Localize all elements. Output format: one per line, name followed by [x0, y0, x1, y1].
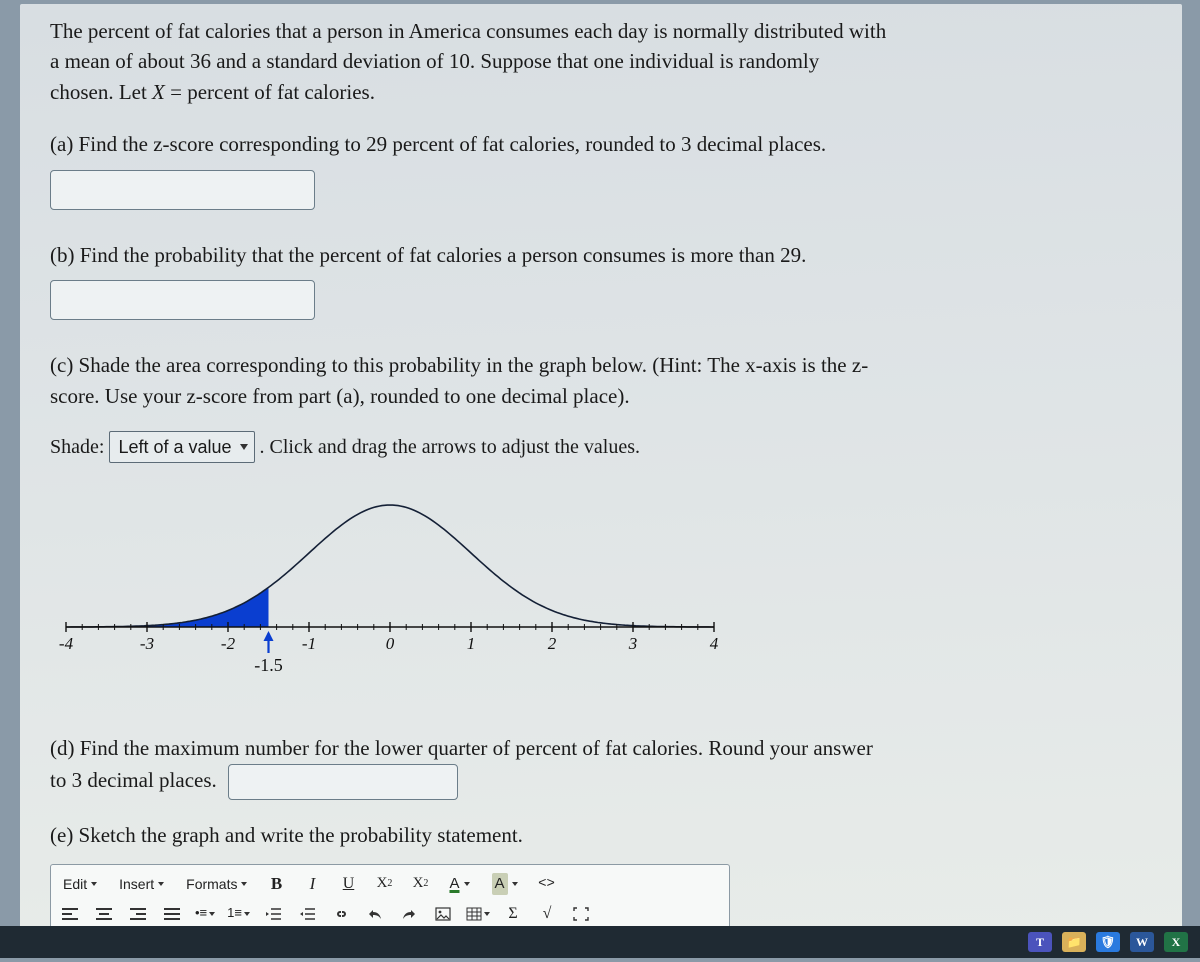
caret-down-icon: [158, 882, 164, 886]
menu-insert[interactable]: Insert: [115, 872, 168, 896]
toolbar-row-2: •≡ 1≡ Σ √: [59, 903, 721, 929]
intro-line1: The percent of fat calories that a perso…: [50, 19, 886, 43]
indent-button[interactable]: [296, 903, 318, 925]
fullscreen-icon: [573, 907, 589, 921]
part-a: (a) Find the z-score corresponding to 29…: [50, 129, 1152, 209]
align-right-button[interactable]: [127, 903, 149, 925]
align-justify-icon: [164, 908, 180, 920]
outdent-button[interactable]: [262, 903, 284, 925]
part-d: (d) Find the maximum number for the lowe…: [50, 733, 1152, 799]
align-justify-button[interactable]: [161, 903, 183, 925]
svg-text:4: 4: [710, 634, 719, 653]
intro-variable-x: X: [152, 80, 165, 104]
svg-text:-4: -4: [59, 634, 74, 653]
intro-line3-suffix: percent of fat calories.: [187, 80, 375, 104]
svg-text:2: 2: [548, 634, 557, 653]
table-icon: [466, 907, 482, 921]
normal-curve-chart[interactable]: -4 -3 -2 -1 0 1 2 3 4 -1.5: [50, 487, 730, 687]
svg-text:-1: -1: [302, 634, 316, 653]
task-security-icon[interactable]: 🛡: [1096, 932, 1120, 952]
intro-line3-prefix: chosen. Let: [50, 80, 152, 104]
svg-text:-3: -3: [140, 634, 154, 653]
windows-taskbar: T 📁 🛡 WX: [0, 926, 1200, 958]
underline-button[interactable]: U: [337, 873, 359, 895]
highlight-color-button[interactable]: A: [488, 871, 522, 897]
svg-text:0: 0: [386, 634, 395, 653]
caret-down-icon: [512, 882, 518, 886]
align-left-icon: [62, 908, 78, 920]
svg-text:1: 1: [467, 634, 476, 653]
part-c-line1: (c) Shade the area corresponding to this…: [50, 353, 868, 377]
shade-selected-value: Left of a value: [118, 437, 231, 457]
svg-text:-1.5: -1.5: [254, 655, 283, 675]
worksheet-page: The percent of fat calories that a perso…: [20, 4, 1182, 948]
shade-hint: . Click and drag the arrows to adjust th…: [260, 436, 640, 458]
problem-intro: The percent of fat calories that a perso…: [50, 16, 1152, 107]
link-button[interactable]: [330, 903, 352, 925]
part-a-input[interactable]: [50, 170, 315, 210]
undo-button[interactable]: [364, 903, 386, 925]
shade-label: Shade:: [50, 436, 104, 458]
image-button[interactable]: [432, 903, 454, 925]
part-e-text: (e) Sketch the graph and write the proba…: [50, 823, 523, 847]
caret-down-icon: [91, 882, 97, 886]
redo-icon: [401, 907, 417, 921]
menu-edit[interactable]: Edit: [59, 872, 101, 896]
caret-down-icon: [464, 882, 470, 886]
caret-down-icon: [244, 912, 250, 916]
redo-button[interactable]: [398, 903, 420, 925]
part-d-input[interactable]: [228, 764, 458, 800]
bullet-list-button[interactable]: •≡: [195, 904, 215, 923]
caret-down-icon: [209, 912, 215, 916]
part-b-input[interactable]: [50, 280, 315, 320]
code-button[interactable]: <>: [536, 873, 558, 895]
svg-text:3: 3: [628, 634, 638, 653]
indent-icon: [299, 907, 315, 921]
superscript-button[interactable]: X2: [409, 873, 431, 895]
align-center-button[interactable]: [93, 903, 115, 925]
part-c: (c) Shade the area corresponding to this…: [50, 350, 1152, 411]
task-excel-icon[interactable]: X: [1164, 932, 1188, 952]
italic-button[interactable]: I: [301, 873, 323, 895]
text-color-button[interactable]: A: [445, 871, 473, 897]
subscript-button[interactable]: X2: [373, 873, 395, 895]
part-c-line2: score. Use your z-score from part (a), r…: [50, 384, 630, 408]
toolbar-row-1: Edit Insert Formats B I U X2 X2 A A <>: [59, 871, 721, 897]
part-d-line1: (d) Find the maximum number for the lowe…: [50, 736, 873, 760]
align-left-button[interactable]: [59, 903, 81, 925]
undo-icon: [367, 907, 383, 921]
math-sqrt-button[interactable]: √: [536, 903, 558, 925]
bold-button[interactable]: B: [265, 873, 287, 895]
caret-down-icon: [241, 882, 247, 886]
align-right-icon: [130, 908, 146, 920]
svg-text:-2: -2: [221, 634, 236, 653]
align-center-icon: [96, 908, 112, 920]
intro-eq: =: [165, 80, 187, 104]
task-word-icon[interactable]: W: [1130, 932, 1154, 952]
part-a-text: (a) Find the z-score corresponding to 29…: [50, 132, 826, 156]
menu-formats[interactable]: Formats: [182, 872, 251, 896]
caret-down-icon: [484, 912, 490, 916]
outdent-icon: [265, 907, 281, 921]
part-d-line2: to 3 decimal places.: [50, 767, 217, 791]
part-b: (b) Find the probability that the percen…: [50, 240, 1152, 320]
task-teams-icon[interactable]: T: [1028, 932, 1052, 952]
part-b-text: (b) Find the probability that the percen…: [50, 243, 806, 267]
fullscreen-button[interactable]: [570, 903, 592, 925]
shade-select[interactable]: Left of a value: [109, 431, 254, 463]
shade-control-row: Shade: Left of a value . Click and drag …: [50, 431, 1152, 463]
link-icon: [333, 907, 349, 921]
task-folder-icon[interactable]: 📁: [1062, 932, 1086, 952]
number-list-button[interactable]: 1≡: [227, 904, 250, 923]
table-button[interactable]: [466, 907, 490, 921]
math-sum-button[interactable]: Σ: [502, 903, 524, 925]
rich-text-toolbar: Edit Insert Formats B I U X2 X2 A A <> •…: [50, 864, 730, 930]
image-icon: [435, 907, 451, 921]
intro-line2: a mean of about 36 and a standard deviat…: [50, 49, 819, 73]
part-e: (e) Sketch the graph and write the proba…: [50, 820, 1152, 850]
